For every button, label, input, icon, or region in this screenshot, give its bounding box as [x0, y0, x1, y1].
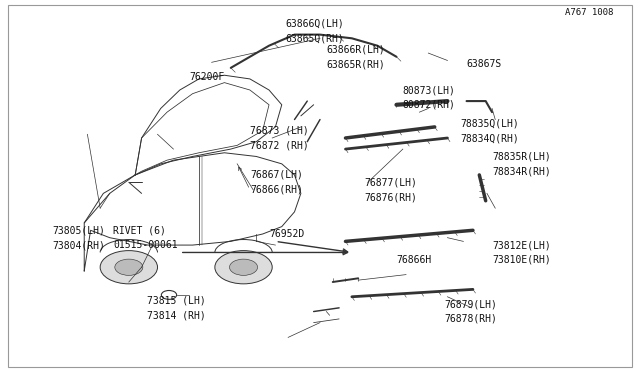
Text: 78834R(RH): 78834R(RH)	[492, 166, 551, 176]
Text: 76877(LH): 76877(LH)	[365, 177, 417, 187]
Text: 78835Q(LH): 78835Q(LH)	[460, 118, 519, 128]
Text: 78834Q(RH): 78834Q(RH)	[460, 133, 519, 143]
Text: 73805(LH): 73805(LH)	[52, 225, 105, 235]
Text: 73815 (LH): 73815 (LH)	[147, 295, 205, 305]
Text: 76878(RH): 76878(RH)	[444, 314, 497, 324]
Text: 63865Q(RH): 63865Q(RH)	[285, 33, 344, 43]
Text: 63866Q(LH): 63866Q(LH)	[285, 19, 344, 29]
Circle shape	[115, 259, 143, 275]
Text: 73814 (RH): 73814 (RH)	[147, 310, 205, 320]
Text: 80873(LH): 80873(LH)	[403, 85, 456, 95]
Text: 76952D: 76952D	[269, 229, 304, 239]
Text: RIVET (6): RIVET (6)	[113, 225, 166, 235]
Text: 73804(RH): 73804(RH)	[52, 240, 105, 250]
Text: 01515-00061: 01515-00061	[113, 240, 177, 250]
Text: 73810E(RH): 73810E(RH)	[492, 255, 551, 265]
Text: 63867S: 63867S	[467, 59, 502, 69]
Text: 76867(LH): 76867(LH)	[250, 170, 303, 180]
Text: 80872(RH): 80872(RH)	[403, 100, 456, 110]
Text: 78835R(LH): 78835R(LH)	[492, 151, 551, 161]
Text: 76873 (LH): 76873 (LH)	[250, 126, 308, 136]
Text: A767 1008: A767 1008	[564, 8, 613, 17]
Circle shape	[230, 259, 257, 275]
Text: 76879(LH): 76879(LH)	[444, 299, 497, 309]
Text: 63865R(RH): 63865R(RH)	[326, 59, 385, 69]
Text: 76872 (RH): 76872 (RH)	[250, 140, 308, 150]
Text: 63866R(LH): 63866R(LH)	[326, 44, 385, 54]
Text: 73812E(LH): 73812E(LH)	[492, 240, 551, 250]
Text: 76866(RH): 76866(RH)	[250, 185, 303, 195]
Circle shape	[100, 251, 157, 284]
Text: 76876(RH): 76876(RH)	[365, 192, 417, 202]
Circle shape	[215, 251, 272, 284]
Text: 76200F: 76200F	[189, 72, 225, 82]
Text: 76866H: 76866H	[396, 255, 432, 265]
